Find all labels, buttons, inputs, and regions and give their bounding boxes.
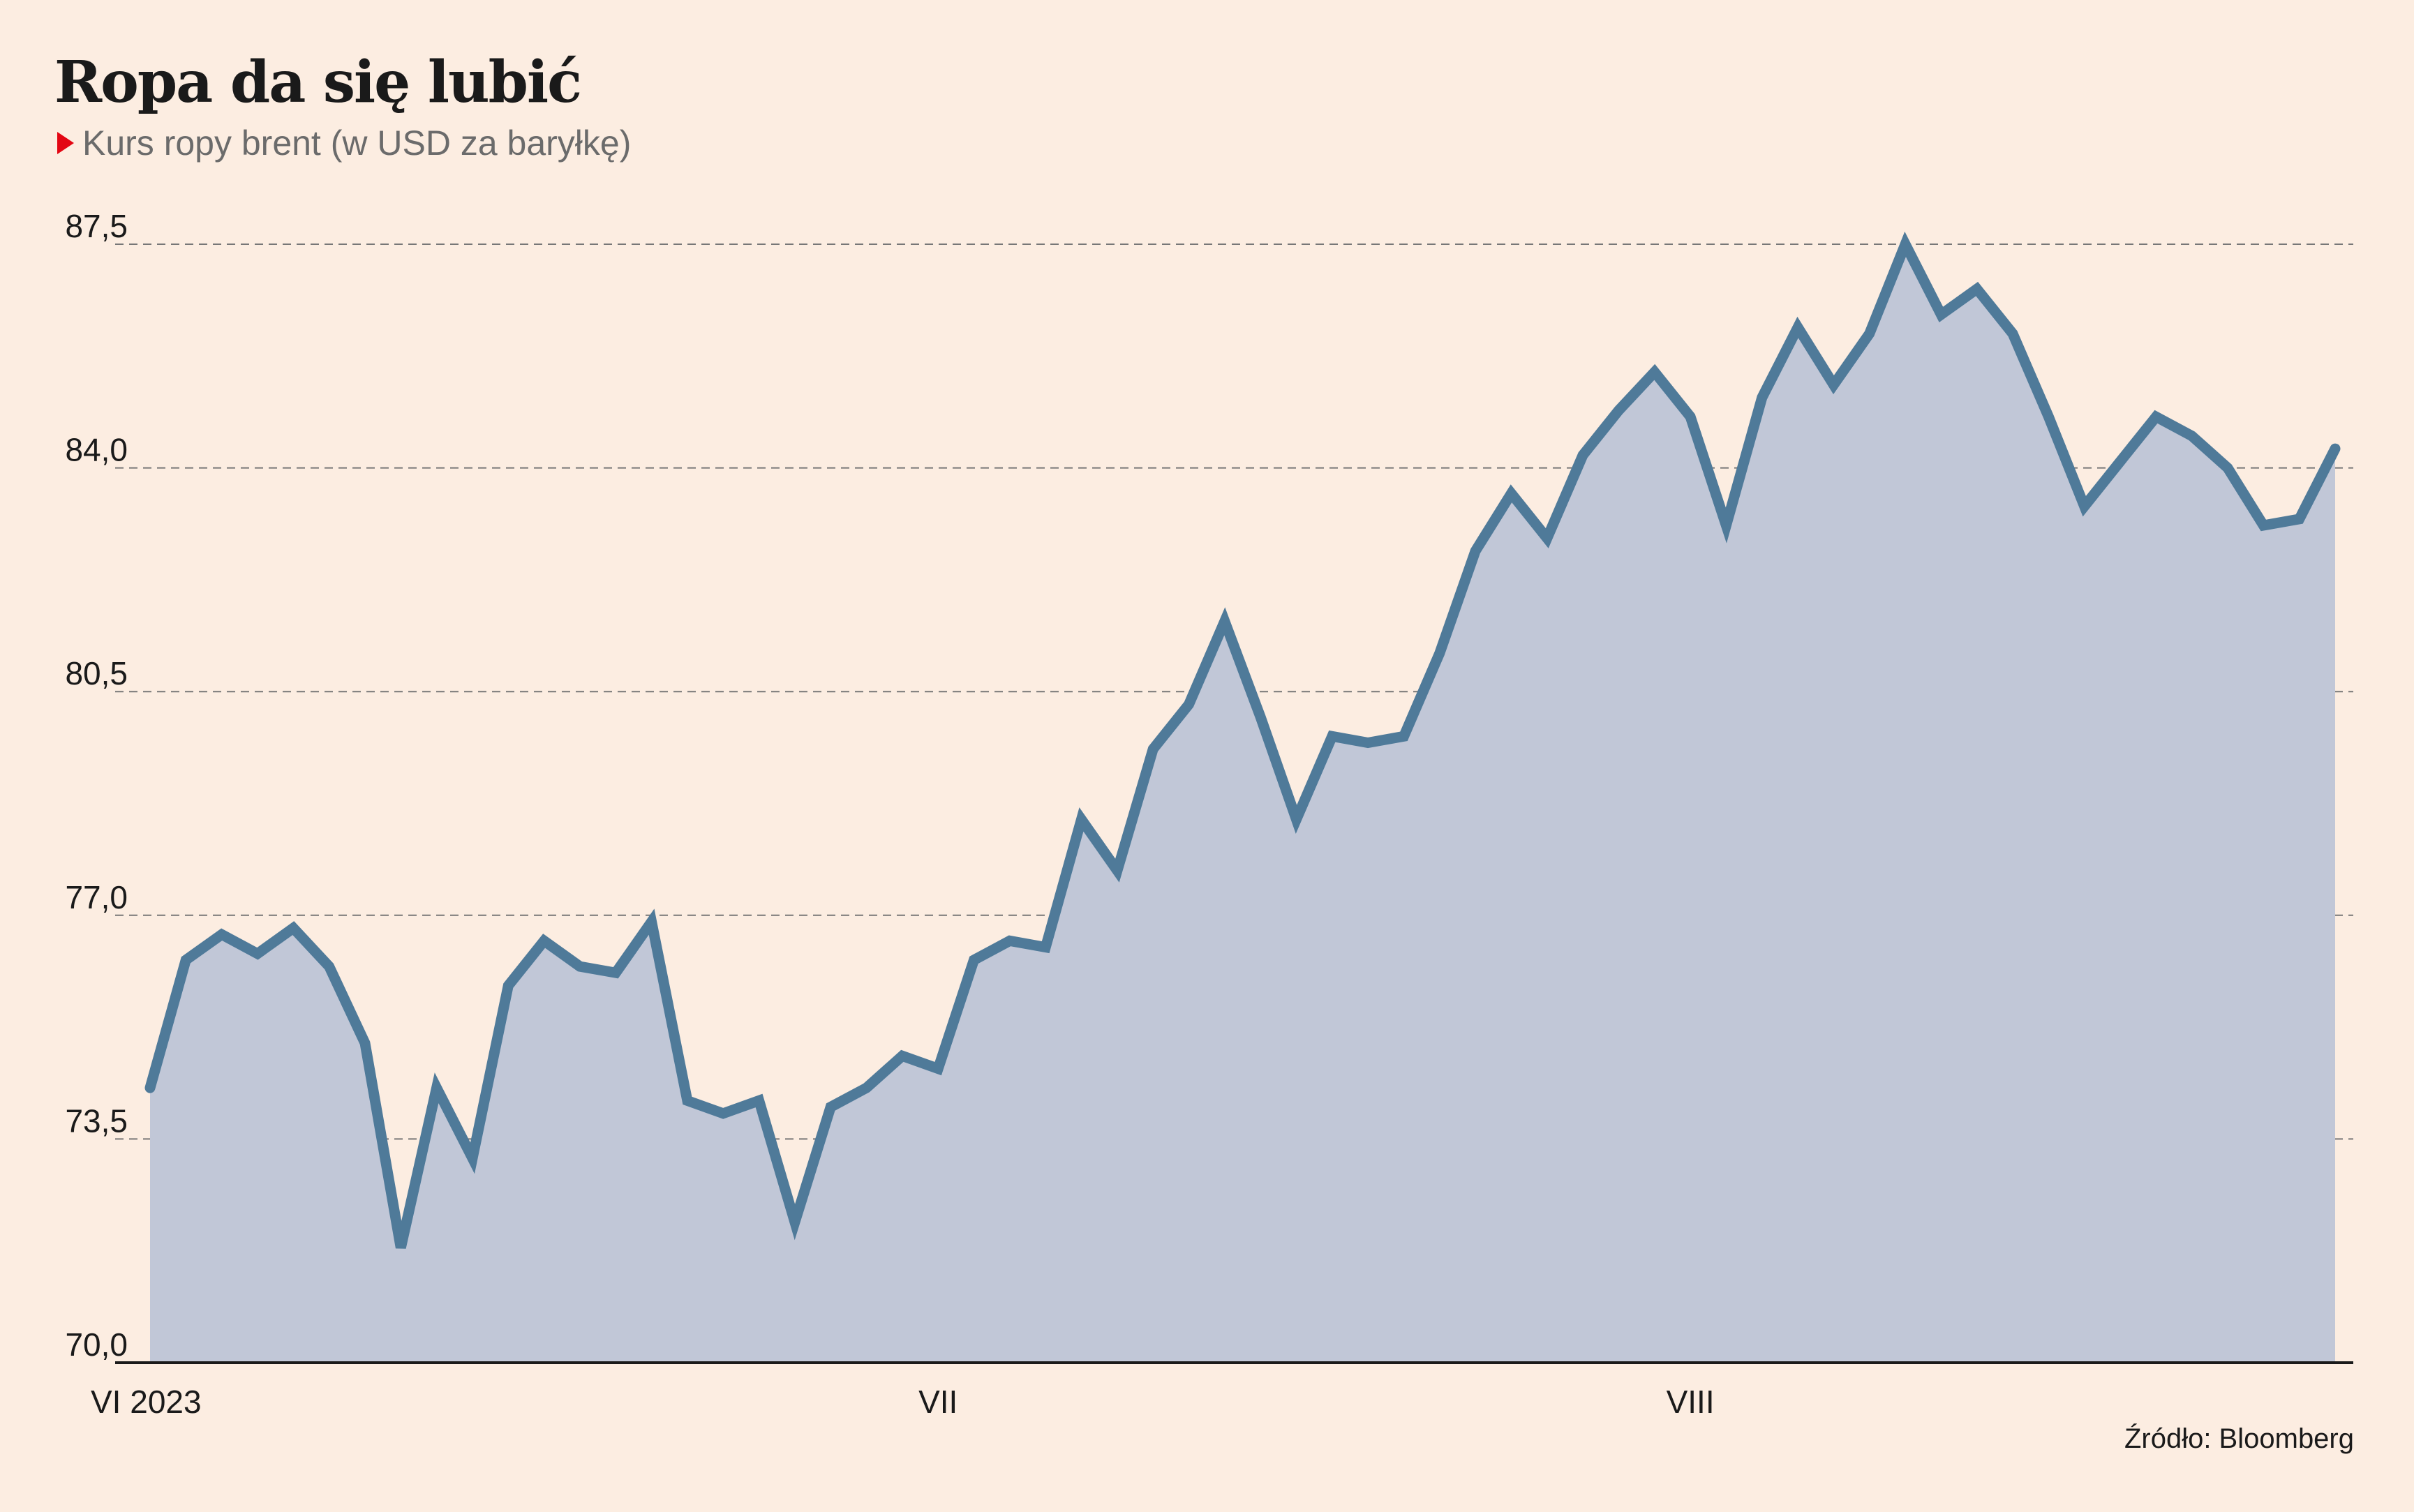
chart-title: Ropa da się lubić [54,49,582,116]
x-tick-label: VIII [1667,1384,1715,1420]
y-tick-label: 70,0 [65,1326,128,1363]
y-tick-labels: 70,0 73,5 77,0 80,5 84,0 87,5 [65,208,128,1363]
price-line-layer [144,231,2341,1249]
y-tick-label: 73,5 [65,1102,128,1139]
y-tick-label: 80,5 [65,655,128,691]
x-tick-labels: VI 2023 VII VIII [91,1384,1715,1420]
y-tick-label: 84,0 [65,432,128,468]
y-tick-label: 87,5 [65,208,128,244]
x-tick-label: VI 2023 [91,1384,202,1420]
area-fill [150,244,2335,1363]
chart-subtitle: Kurs ropy brent (w USD za baryłkę) [57,123,631,163]
price-line [144,231,2341,1249]
area-fill-layer [150,244,2335,1363]
y-tick-label: 77,0 [65,879,128,915]
subtitle-text: Kurs ropy brent (w USD za baryłkę) [82,123,632,163]
x-tick-label: VII [918,1384,958,1420]
red-triangle-icon [57,132,74,154]
source-note: Źródło: Bloomberg [2124,1423,2354,1454]
